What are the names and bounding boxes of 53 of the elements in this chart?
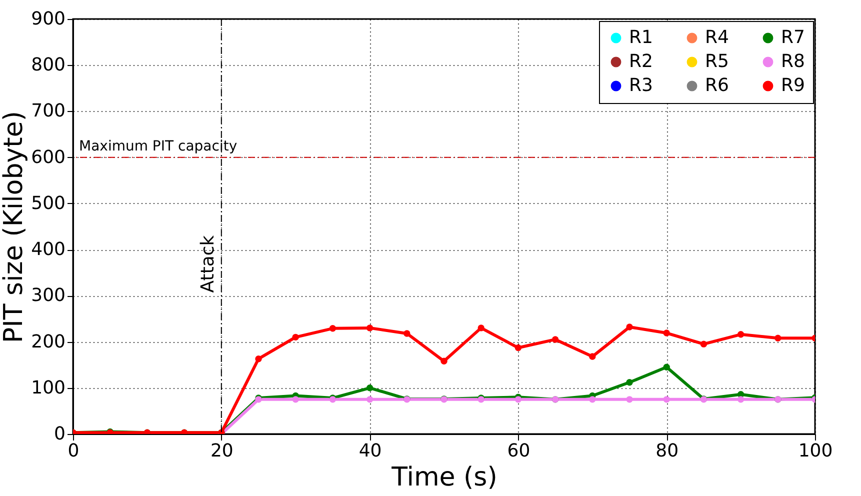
x-axis-title: Time (s) — [390, 462, 498, 492]
point — [366, 384, 374, 392]
x-tick-label: 80 — [656, 440, 679, 462]
point — [626, 324, 633, 330]
point — [663, 364, 670, 370]
point — [626, 396, 633, 403]
legend-label: R7 — [781, 27, 805, 48]
point — [514, 396, 522, 403]
point — [514, 344, 522, 352]
legend-label: R8 — [781, 51, 805, 72]
legend-label: R1 — [629, 27, 653, 48]
y-tick-label: 100 — [31, 377, 66, 398]
x-tick-label: 60 — [507, 440, 530, 462]
y-tick-label: 700 — [31, 100, 66, 122]
legend-label: R3 — [629, 75, 653, 96]
y-tick-label: 300 — [31, 285, 66, 306]
legend-label: R2 — [629, 51, 653, 72]
point — [589, 353, 596, 360]
y-axis-title: PIT size (Kilobyte) — [0, 111, 30, 343]
point — [737, 331, 744, 338]
point — [663, 330, 670, 336]
x-tick-label: 100 — [798, 440, 833, 462]
x-tick-label: 20 — [210, 440, 234, 462]
legend-label: R9 — [781, 75, 805, 96]
x-tick-label: 0 — [68, 440, 80, 462]
legend-label: R5 — [705, 51, 729, 72]
point — [589, 396, 596, 403]
y-tick-label: 900 — [31, 8, 66, 30]
y-tick-label: 600 — [31, 146, 66, 168]
legend-label: R6 — [705, 75, 729, 96]
point — [626, 379, 633, 386]
ref-line-label: Attack — [197, 234, 218, 293]
legend-label: R4 — [705, 27, 729, 48]
point — [404, 330, 410, 337]
point — [440, 358, 448, 364]
point — [737, 396, 744, 403]
x-tick-label: 40 — [358, 440, 382, 462]
point — [774, 334, 782, 342]
point — [366, 324, 374, 332]
y-tick-label: 500 — [31, 192, 66, 214]
point — [478, 324, 484, 332]
point — [292, 396, 299, 403]
point — [663, 396, 670, 403]
point — [552, 336, 559, 343]
point — [366, 396, 374, 403]
y-tick-label: 400 — [31, 239, 66, 260]
y-tick-label: 200 — [31, 331, 66, 352]
y-tick-label: 800 — [31, 54, 66, 76]
point — [292, 334, 299, 341]
point — [700, 340, 708, 348]
y-tick-label: 0 — [54, 424, 66, 444]
point — [255, 355, 262, 362]
point — [329, 325, 336, 332]
